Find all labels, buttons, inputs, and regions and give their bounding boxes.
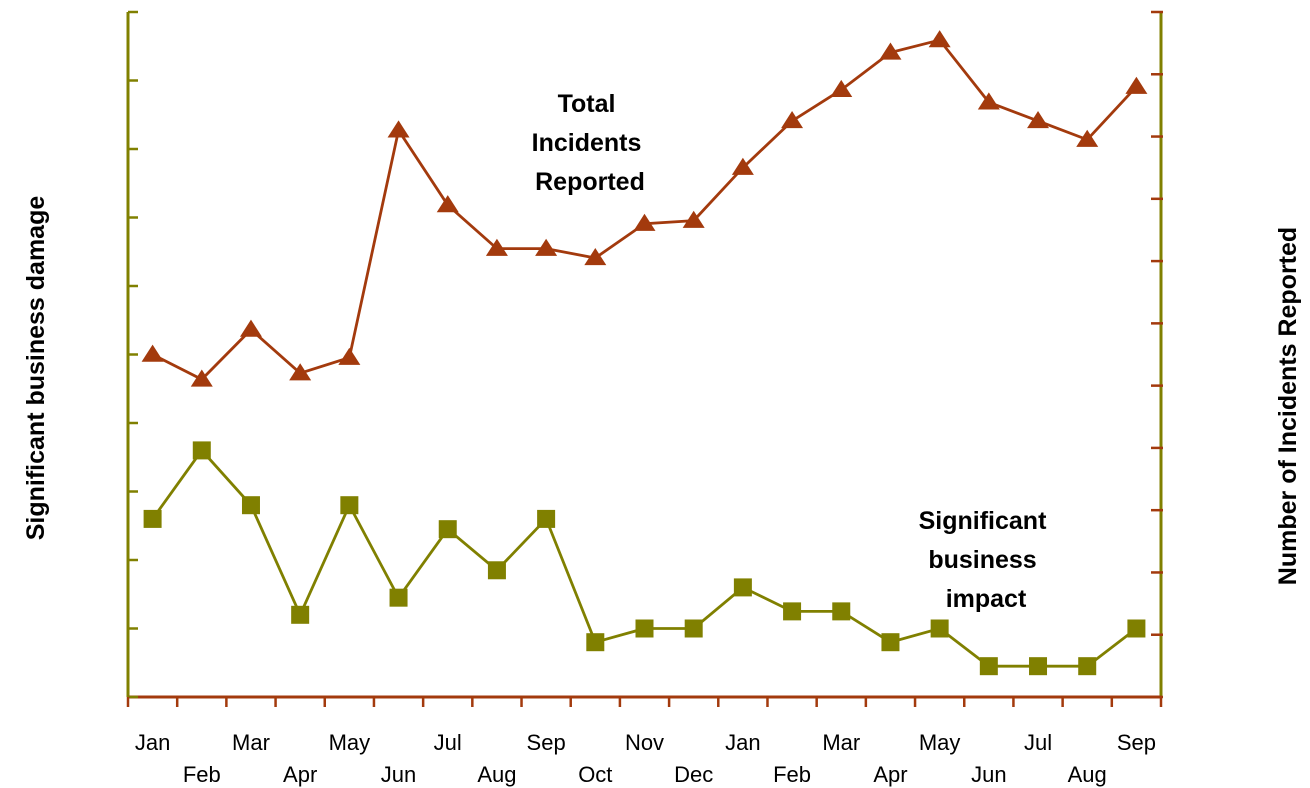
data-point <box>192 441 211 460</box>
total-incidents-label-line: Incidents <box>532 129 642 157</box>
data-point <box>731 157 754 175</box>
data-point <box>1076 129 1099 147</box>
data-point <box>1125 76 1148 94</box>
x-tick-label: Nov <box>625 730 664 755</box>
x-tick-label: Mar <box>822 730 860 755</box>
data-point <box>387 120 410 138</box>
x-tick-label: Oct <box>578 762 612 787</box>
data-point <box>977 92 1000 110</box>
x-tick-label: Jul <box>1024 730 1052 755</box>
data-point <box>1027 111 1050 129</box>
data-point <box>584 248 607 266</box>
data-point <box>190 369 213 387</box>
right-axis-ticks <box>1151 10 1163 699</box>
left-axis-title: Significant business damage <box>22 196 50 541</box>
data-point <box>537 509 556 528</box>
series-0 <box>141 30 1148 387</box>
data-point <box>733 578 752 597</box>
data-point <box>436 195 459 213</box>
data-point <box>832 602 851 621</box>
x-tick-label: Feb <box>183 762 221 787</box>
data-point <box>830 79 853 98</box>
x-tick-label: Jun <box>971 762 1006 787</box>
data-point <box>485 238 508 256</box>
x-tick-label: Jan <box>725 730 760 755</box>
x-tick-label: Dec <box>674 762 713 787</box>
business-impact-label-line: Significant <box>919 507 1047 535</box>
x-tick-label: Aug <box>477 762 516 787</box>
business-impact-label: Significant business impact <box>919 507 1054 613</box>
x-axis-tick-labels: Jan Feb Mar Apr May Jun Jul Aug Sep Oct Nov Dec Jan F… <box>135 730 1156 787</box>
data-point <box>1127 619 1146 638</box>
data-point <box>635 619 654 638</box>
x-tick-label: Jul <box>434 730 462 755</box>
series-1 <box>143 441 1146 676</box>
data-point <box>438 520 457 539</box>
x-tick-label: May <box>919 730 961 755</box>
data-point <box>340 496 359 515</box>
data-point <box>879 42 902 60</box>
x-tick-label: Aug <box>1068 762 1107 787</box>
series <box>141 30 1148 676</box>
data-point <box>1078 657 1097 676</box>
data-point <box>1029 657 1048 676</box>
data-point <box>535 238 558 256</box>
business-impact-label-line: business <box>928 546 1036 574</box>
data-point <box>979 657 998 676</box>
total-incidents-label-line: Total <box>558 90 616 118</box>
x-tick-label: Sep <box>527 730 566 755</box>
right-axis-title: Number of Incidents Reported <box>1274 227 1302 585</box>
data-point <box>928 30 951 48</box>
x-tick-label: Mar <box>232 730 270 755</box>
data-point <box>586 633 605 652</box>
data-point <box>783 602 802 621</box>
data-point <box>289 363 312 381</box>
x-tick-label: Apr <box>873 762 907 787</box>
data-point <box>684 619 703 638</box>
data-point <box>143 509 162 528</box>
total-incidents-label: Total Incidents Reported <box>532 90 649 196</box>
data-point <box>291 605 310 624</box>
data-point <box>239 319 262 337</box>
total-incidents-label-line: Reported <box>535 168 645 196</box>
x-tick-label: Apr <box>283 762 317 787</box>
data-point <box>682 210 705 228</box>
x-tick-label: Sep <box>1117 730 1156 755</box>
data-point <box>930 619 949 638</box>
x-tick-label: May <box>329 730 371 755</box>
x-tick-label: Jan <box>135 730 170 755</box>
data-point <box>338 347 361 365</box>
left-axis-ticks <box>128 10 138 699</box>
data-point <box>781 111 804 129</box>
series-line <box>151 38 1138 382</box>
data-point <box>633 213 656 231</box>
data-point <box>881 633 900 652</box>
x-tick-label: Feb <box>773 762 811 787</box>
data-point <box>241 496 260 515</box>
data-point <box>141 344 164 362</box>
data-point <box>389 588 408 607</box>
data-point <box>487 561 506 580</box>
x-axis-ticks <box>126 697 1163 707</box>
x-tick-label: Jun <box>381 762 416 787</box>
business-impact-label-line: impact <box>946 585 1027 613</box>
